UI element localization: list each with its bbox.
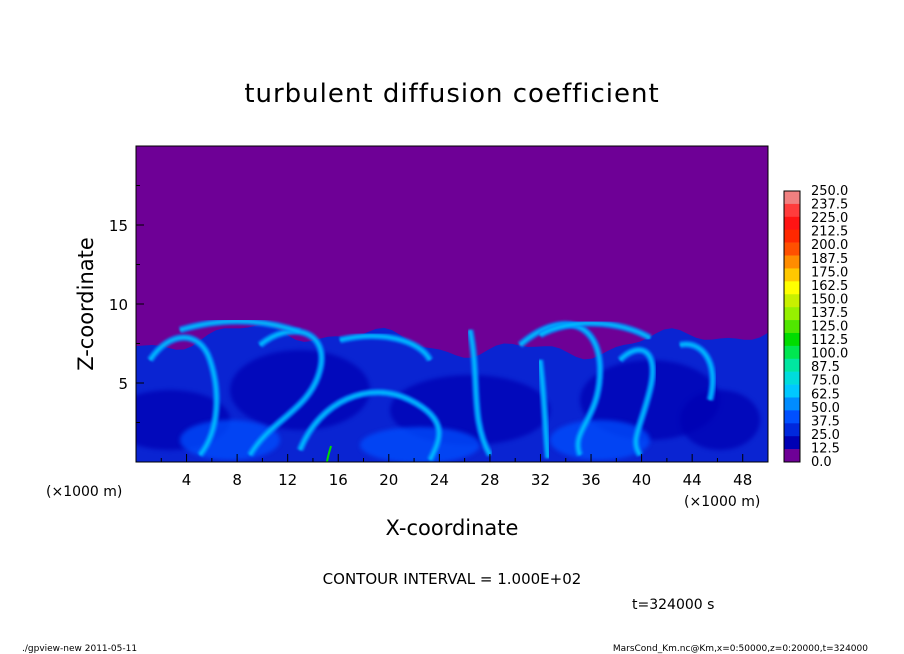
colorbar-swatch [784, 358, 800, 372]
colorbar-swatch [784, 216, 800, 231]
colorbar-swatch [784, 268, 800, 282]
colorbar-label: 187.5 [811, 252, 848, 267]
colorbar-swatch [784, 255, 800, 269]
x-units-left: (×1000 m) [46, 484, 122, 500]
colorbar-swatch [784, 191, 800, 205]
colorbar-swatch [784, 423, 800, 437]
x-tick-label: 20 [379, 471, 398, 489]
x-tick-label: 48 [733, 471, 752, 489]
colorbar-swatch [784, 294, 800, 308]
colorbar-swatch [784, 203, 800, 218]
colorbar-swatch [784, 449, 800, 463]
eddy-streak-core [339, 334, 432, 361]
colorbar-label: 100.0 [811, 347, 848, 362]
colorbar-label: 0.0 [811, 455, 832, 470]
colorbar-swatch [784, 281, 800, 295]
eddy-streak-core [298, 391, 441, 461]
y-axis-label: Z-coordinate [74, 237, 98, 371]
colorbar-swatch [784, 320, 800, 334]
x-tick-label: 16 [329, 471, 348, 489]
colorbar-label: 200.0 [811, 238, 848, 253]
x-ticks: 4 8 12 16 20 24 28 32 36 40 44 48 [160, 454, 752, 489]
x-tick-label: 40 [632, 471, 651, 489]
colorbar-swatch [784, 332, 800, 347]
colorbar-label: 237.5 [811, 198, 848, 213]
colorbar-label: 37.5 [811, 414, 840, 429]
contour-interval: CONTOUR INTERVAL = 1.000E+02 [323, 570, 582, 588]
colorbar-label: 175.0 [811, 265, 848, 280]
colorbar-label: 250.0 [811, 184, 848, 199]
eddy-shade [680, 390, 760, 450]
x-tick-label: 24 [430, 471, 449, 489]
time-label: t=324000 s [632, 597, 714, 613]
colorbar-label: 112.5 [811, 333, 848, 348]
eddy-streak-core [619, 348, 654, 456]
colorbar-swatch [784, 229, 800, 243]
y-tick-label: 5 [118, 375, 128, 393]
eddy-shade [230, 350, 370, 430]
colorbar-label: 212.5 [811, 225, 848, 240]
eddy-streak-core [148, 336, 218, 456]
colorbar-swatch [784, 345, 800, 360]
colorbar-swatch [784, 436, 800, 450]
x-tick-label: 28 [480, 471, 499, 489]
eddy-streak-core [679, 343, 714, 401]
x-tick-label: 44 [683, 471, 702, 489]
eddy-shade [360, 427, 480, 462]
y-tick-label: 10 [109, 296, 128, 314]
colorbar-label: 50.0 [811, 401, 840, 416]
turbulent-layer [136, 317, 768, 462]
colorbar-label: 62.5 [811, 387, 840, 402]
colorbar-label: 150.0 [811, 292, 848, 307]
x-tick-label: 36 [581, 471, 600, 489]
colorbar-frame [783, 190, 801, 463]
footer-right: MarsCond_Km.nc@Km,x=0:50000,z=0:20000,t=… [613, 644, 868, 654]
x-tick-label: 8 [232, 471, 242, 489]
colorbar-label: 225.0 [811, 211, 848, 226]
colorbar-label: 137.5 [811, 306, 848, 321]
colorbar-label: 87.5 [811, 360, 840, 375]
x-tick-label: 32 [531, 471, 550, 489]
colorbar-swatch [784, 384, 800, 398]
x-tick-label: 4 [182, 471, 192, 489]
colorbar-label: 12.5 [811, 441, 840, 456]
eddy-streak-core [538, 359, 550, 459]
x-axis-label: X-coordinate [386, 516, 519, 540]
colorbar-label: 125.0 [811, 320, 848, 335]
x-units-right: (×1000 m) [684, 494, 760, 510]
colorbar: 250.0237.5225.0212.5200.0187.5175.0162.5… [783, 184, 848, 470]
colorbar-swatch [784, 307, 800, 321]
eddy-peak [326, 445, 332, 462]
colorbar-swatch [784, 410, 800, 424]
colorbar-swatch [784, 397, 800, 411]
eddy-streak-core [179, 320, 301, 334]
plot-area [136, 146, 768, 462]
eddy-streak-core [468, 329, 492, 456]
colorbar-label: 75.0 [811, 374, 840, 389]
y-tick-label: 15 [109, 217, 128, 235]
colorbar-swatch [784, 242, 800, 256]
eddy-streak-core [539, 322, 651, 340]
colorbar-label: 162.5 [811, 279, 848, 294]
colorbar-swatch [784, 371, 800, 385]
footer-left: ./gpview-new 2011-05-11 [22, 644, 137, 654]
colorbar-label: 25.0 [811, 428, 840, 443]
y-ticks: 5 10 15 [109, 185, 144, 423]
chart-title: turbulent diffusion coefficient [244, 79, 659, 109]
x-tick-label: 12 [278, 471, 297, 489]
